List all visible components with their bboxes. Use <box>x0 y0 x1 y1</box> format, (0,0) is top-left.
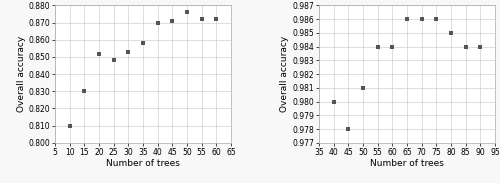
X-axis label: Number of trees: Number of trees <box>106 159 180 168</box>
Y-axis label: Overall accuracy: Overall accuracy <box>280 36 289 112</box>
X-axis label: Number of trees: Number of trees <box>370 159 444 168</box>
Y-axis label: Overall accuracy: Overall accuracy <box>16 36 26 112</box>
